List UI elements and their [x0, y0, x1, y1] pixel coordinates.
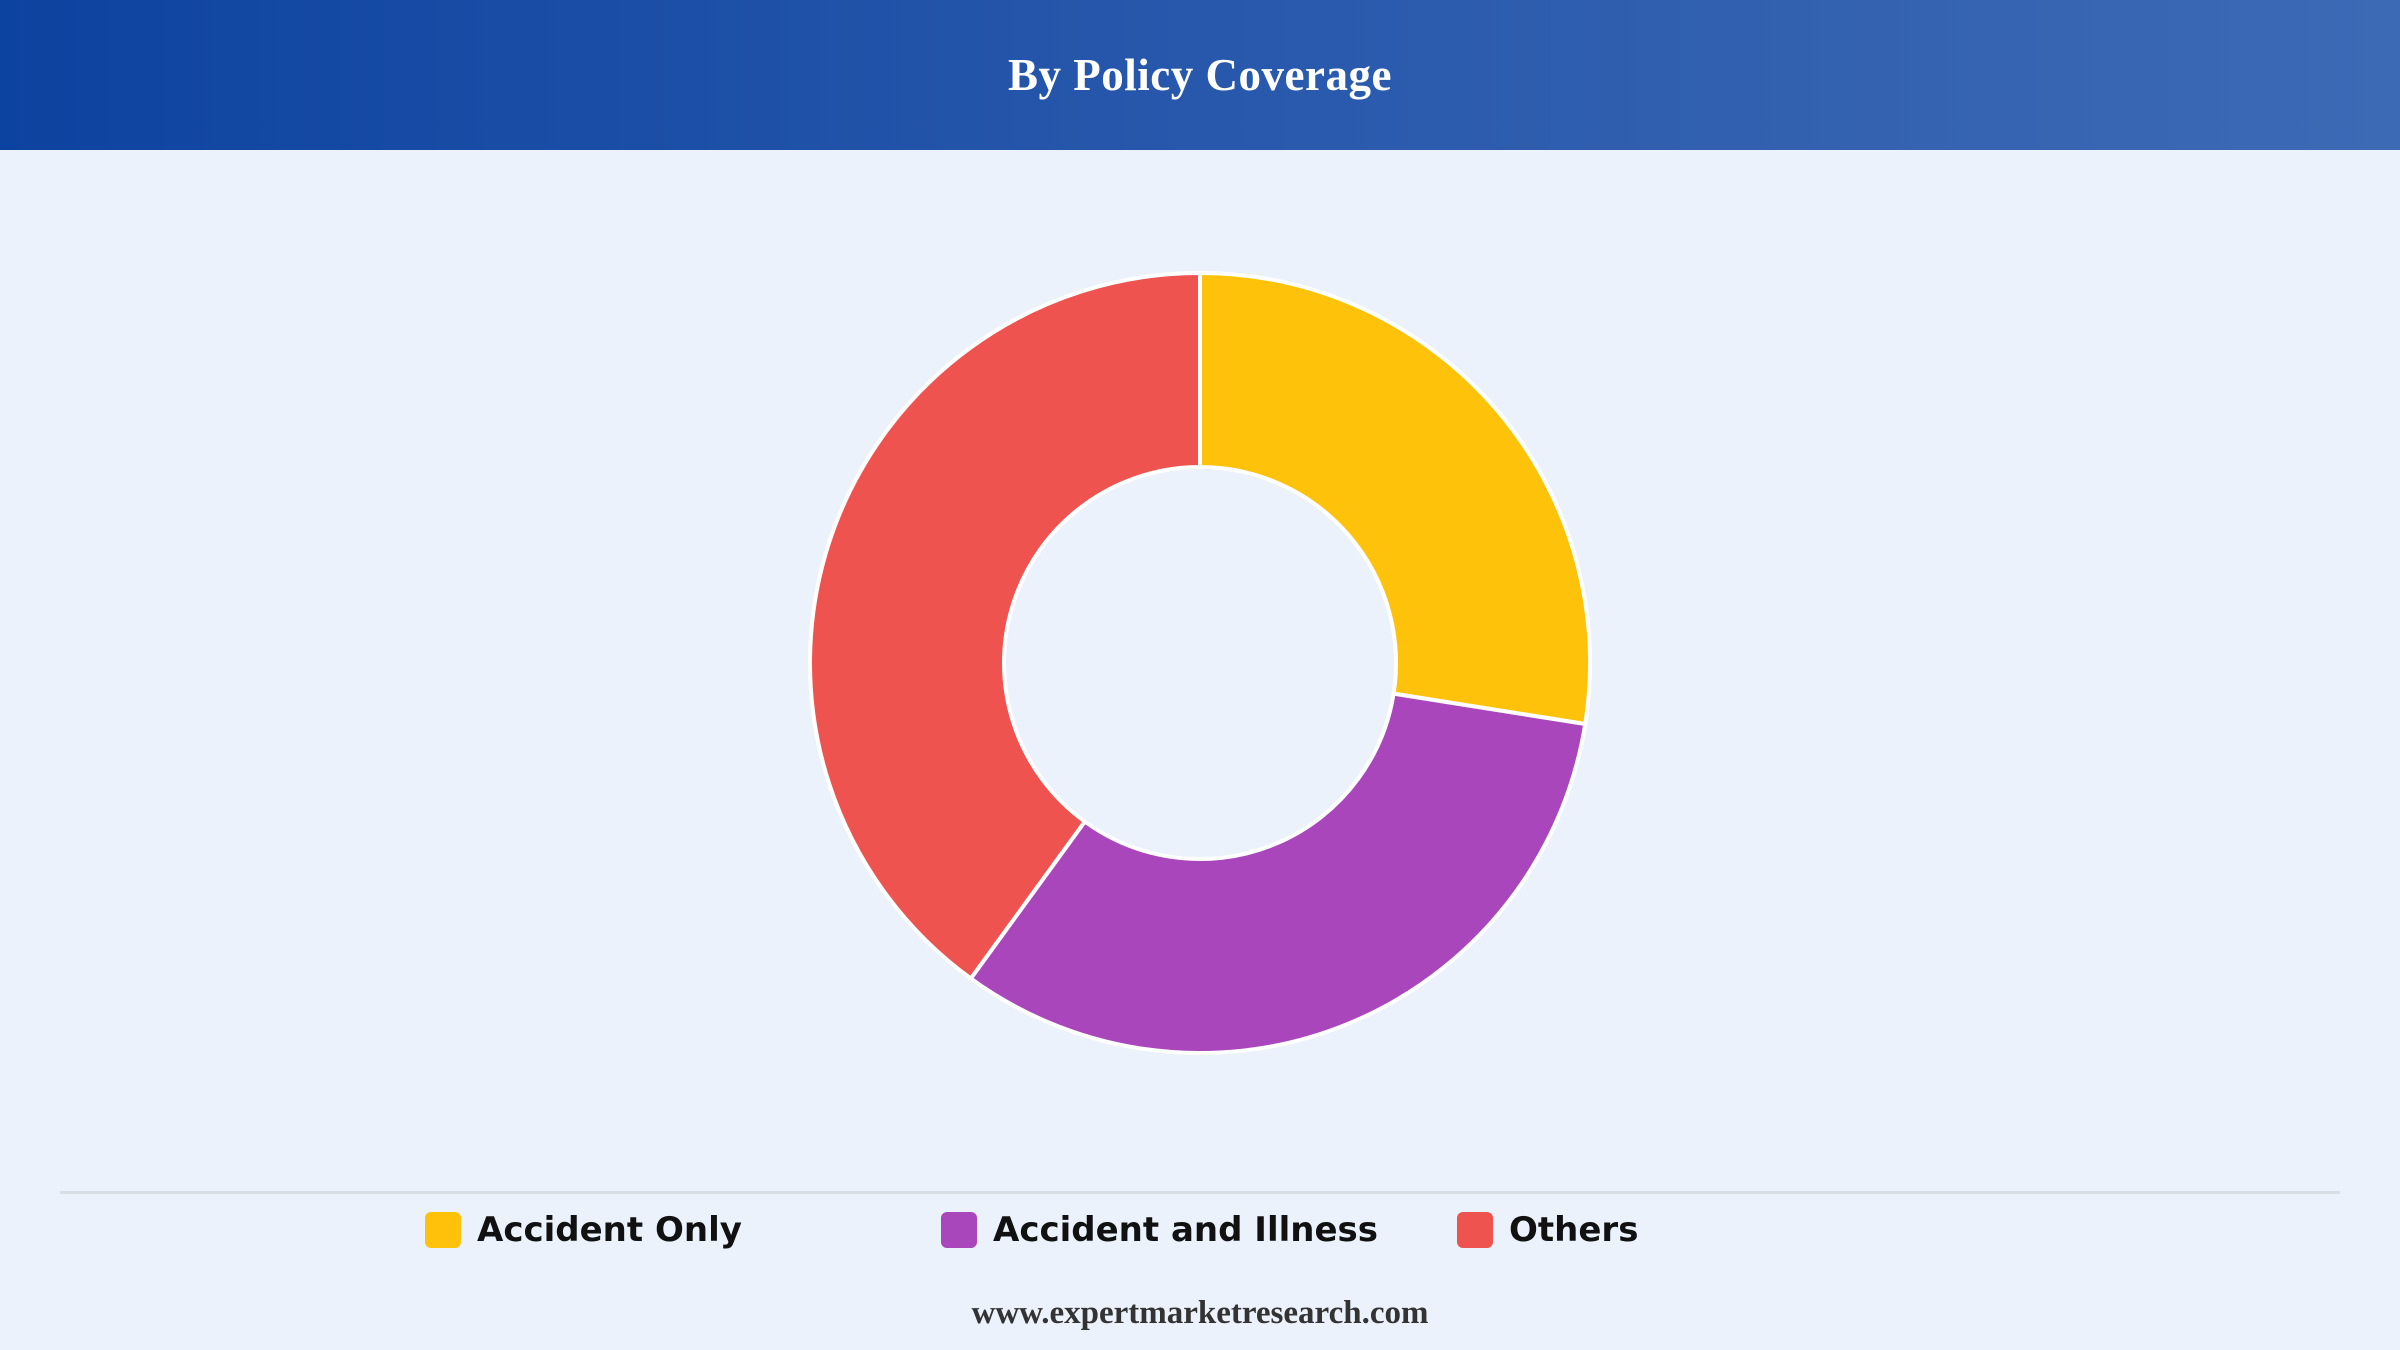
legend-label: Others — [1509, 1210, 1639, 1250]
donut-slice-accident-only — [1198, 271, 1592, 727]
legend: Accident Only Accident and Illness Others — [0, 1205, 2400, 1255]
chart-header: By Policy Coverage — [0, 0, 2400, 150]
chart-title: By Policy Coverage — [1008, 50, 1392, 100]
legend-swatch — [1457, 1212, 1493, 1248]
source-footer: www.expertmarketresearch.com — [971, 1295, 1429, 1331]
legend-label: Accident and Illness — [993, 1210, 1378, 1250]
legend-item-accident-and-illness: Accident and Illness — [941, 1205, 1378, 1255]
donut-slice-accident-and-illness — [968, 691, 1588, 1055]
legend-label: Accident Only — [477, 1210, 742, 1250]
donut-chart — [808, 271, 1592, 1055]
legend-item-accident-only: Accident Only — [425, 1205, 742, 1255]
legend-item-others: Others — [1457, 1205, 1638, 1255]
legend-divider — [60, 1191, 2340, 1194]
donut-slice-others — [808, 271, 1202, 981]
legend-swatch — [941, 1212, 977, 1248]
chart-area — [0, 150, 2400, 1190]
legend-swatch — [425, 1212, 461, 1248]
